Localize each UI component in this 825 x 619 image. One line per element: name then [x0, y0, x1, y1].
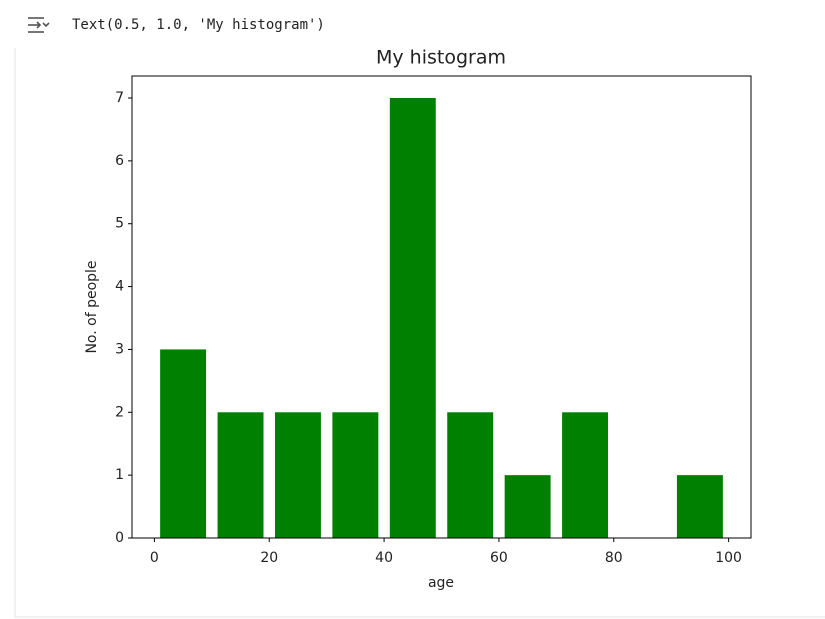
output-text: Text(0.5, 1.0, 'My histogram')	[72, 17, 325, 33]
bar	[562, 412, 609, 538]
bar	[676, 475, 723, 538]
bar	[447, 412, 494, 538]
y-tick-label: 4	[115, 279, 124, 295]
y-axis-label: No. of people	[84, 260, 100, 353]
x-tick-label: 20	[260, 550, 278, 566]
bar	[332, 412, 379, 538]
y-tick-label: 6	[115, 153, 124, 169]
x-tick-label: 0	[150, 550, 159, 566]
bar	[217, 412, 264, 538]
x-tick-label: 40	[375, 550, 393, 566]
bar	[504, 475, 551, 538]
x-axis-label: age	[428, 575, 454, 591]
chart-title: My histogram	[376, 47, 506, 69]
y-tick-label: 3	[115, 341, 124, 357]
y-tick-label: 5	[115, 216, 124, 232]
bar	[389, 98, 436, 538]
output-icon[interactable]	[28, 17, 50, 33]
y-tick-label: 1	[115, 467, 124, 483]
bar	[274, 412, 321, 538]
x-tick-label: 60	[490, 550, 508, 566]
y-tick-label: 0	[115, 530, 124, 546]
y-tick-label: 2	[115, 404, 124, 420]
y-tick-label: 7	[115, 90, 124, 106]
axes-frame	[131, 75, 752, 539]
x-tick-label: 100	[715, 550, 742, 566]
x-tick-label: 80	[605, 550, 623, 566]
bar	[160, 349, 207, 538]
